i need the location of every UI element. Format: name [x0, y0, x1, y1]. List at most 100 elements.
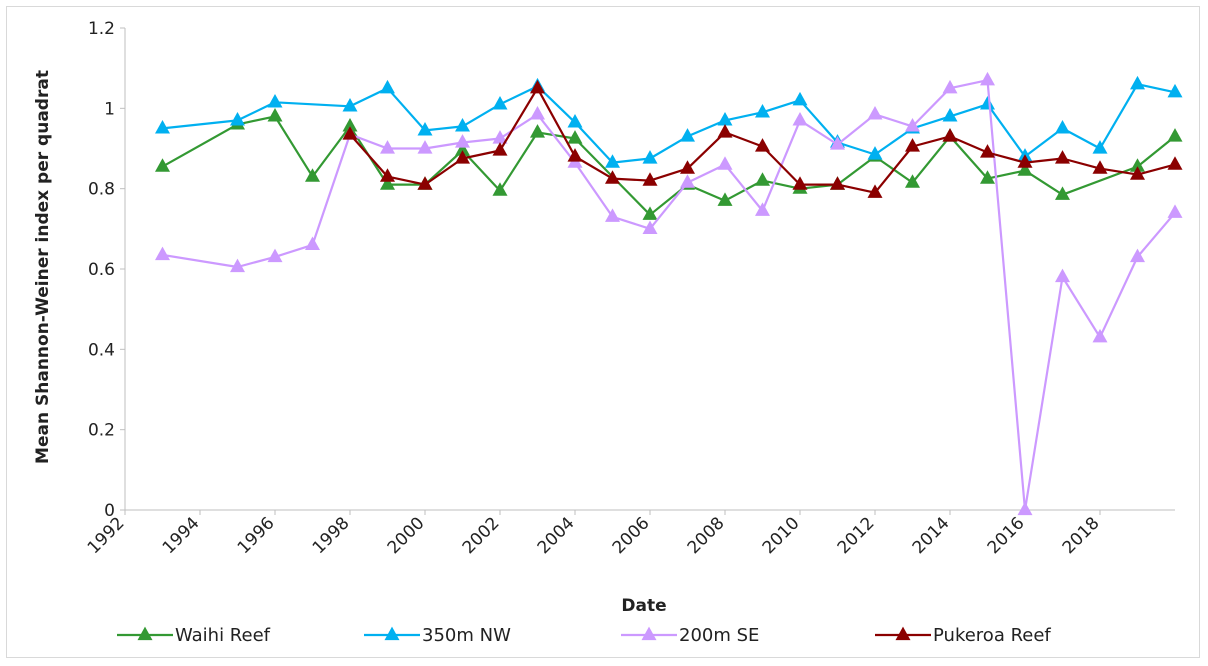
legend-item: 350m NW — [364, 625, 511, 646]
data-point-marker — [380, 168, 395, 182]
data-point-marker — [867, 184, 883, 198]
data-point-marker — [530, 124, 545, 138]
data-point-marker — [1130, 75, 1145, 90]
y-tick-label: 0.4 — [88, 340, 115, 360]
data-point-marker — [680, 174, 695, 188]
chart-frame: 0 0.2 0.4 0.6 0.8 1 1.2 1992 1994 1996 1998 2000 200… — [6, 6, 1200, 658]
data-point-marker — [642, 150, 658, 164]
data-point-marker — [417, 140, 433, 154]
x-tick-label: 2008 — [684, 513, 729, 558]
x-tick-label: 2016 — [984, 513, 1029, 558]
x-tick-label: 1996 — [234, 513, 279, 558]
data-point-marker — [155, 158, 170, 172]
y-tick-label: 0.2 — [88, 421, 115, 441]
data-point-marker — [642, 206, 658, 220]
legend-label: 200m SE — [679, 625, 759, 646]
data-point-marker — [605, 208, 620, 222]
x-tick-label: 2014 — [909, 513, 954, 558]
data-point-marker — [1055, 186, 1070, 200]
legend-item: 200m SE — [621, 625, 759, 646]
y-tick-label: 0.8 — [88, 180, 115, 200]
data-point-marker — [980, 144, 995, 158]
y-tick-label: 0.6 — [88, 260, 115, 280]
data-point-marker — [755, 172, 770, 186]
data-point-marker — [1167, 204, 1183, 218]
legend-label: Pukeroa Reef — [933, 625, 1051, 646]
data-point-marker — [1167, 128, 1183, 142]
y-tick-label: 0 — [104, 501, 115, 521]
x-tick-label: 1994 — [159, 513, 204, 558]
data-point-marker — [267, 107, 283, 122]
data-point-marker — [980, 170, 995, 184]
data-point-marker — [642, 172, 658, 186]
data-point-marker — [1017, 162, 1033, 176]
data-point-marker — [380, 140, 395, 154]
data-point-marker — [980, 95, 995, 110]
data-point-marker — [567, 114, 583, 128]
data-point-marker — [1055, 268, 1070, 283]
series-350m-nw — [155, 75, 1183, 168]
data-point-marker — [980, 71, 995, 86]
data-point-marker — [830, 136, 845, 150]
legend: Waihi Reef 350m NW 200m SE Pukeroa Reef — [117, 625, 1051, 646]
data-point-marker — [530, 79, 545, 94]
data-point-marker — [905, 174, 920, 188]
data-point-marker — [567, 130, 583, 144]
data-point-marker — [305, 236, 320, 251]
data-point-marker — [1167, 156, 1183, 170]
legend-marker — [641, 626, 657, 641]
data-point-marker — [380, 176, 395, 190]
data-point-marker — [1017, 154, 1033, 168]
data-point-marker — [455, 150, 470, 164]
data-point-marker — [792, 176, 808, 190]
data-point-marker — [1055, 150, 1070, 164]
data-point-marker — [867, 146, 883, 160]
data-point-marker — [605, 154, 620, 168]
data-point-marker — [380, 79, 395, 94]
data-point-marker — [342, 118, 358, 132]
data-point-marker — [717, 124, 733, 138]
data-point-marker — [1167, 83, 1183, 98]
data-point-marker — [905, 138, 920, 152]
data-point-marker — [792, 112, 808, 126]
data-point-marker — [1130, 166, 1145, 180]
x-tick-label: 2002 — [459, 513, 504, 558]
data-point-marker — [455, 134, 470, 148]
data-point-marker — [267, 248, 283, 263]
data-point-marker — [830, 176, 845, 190]
series-200m-se — [155, 71, 1183, 516]
legend-label: 350m NW — [422, 625, 511, 646]
legend-item: Waihi Reef — [117, 625, 271, 646]
data-point-marker — [680, 160, 695, 174]
data-point-marker — [417, 176, 433, 190]
x-tick-label: 2004 — [534, 513, 579, 558]
y-tick-label: 1 — [104, 99, 115, 119]
data-point-marker — [1055, 120, 1070, 134]
series-layer — [155, 71, 1183, 516]
data-point-marker — [455, 118, 470, 132]
data-point-marker — [567, 148, 583, 162]
data-point-marker — [305, 168, 320, 182]
data-point-marker — [230, 112, 245, 126]
data-point-marker — [867, 105, 883, 120]
data-point-marker — [1092, 160, 1108, 174]
data-point-marker — [942, 128, 958, 142]
x-tick-label: 2010 — [759, 513, 804, 558]
data-point-marker — [1092, 328, 1108, 343]
data-point-marker — [942, 107, 958, 122]
data-point-marker — [455, 142, 470, 156]
legend-item: Pukeroa Reef — [875, 625, 1051, 646]
x-tick-label: 2006 — [609, 513, 654, 558]
data-point-marker — [417, 122, 433, 136]
x-tick-label: 2012 — [834, 513, 879, 558]
x-axis-title: Date — [621, 596, 666, 616]
data-point-marker — [642, 220, 658, 234]
data-point-marker — [342, 97, 358, 112]
data-point-marker — [905, 118, 920, 132]
legend-marker — [137, 626, 153, 641]
x-tick-label: 2000 — [384, 513, 429, 558]
data-point-marker — [755, 103, 770, 118]
x-tick-label: 1998 — [309, 513, 354, 558]
